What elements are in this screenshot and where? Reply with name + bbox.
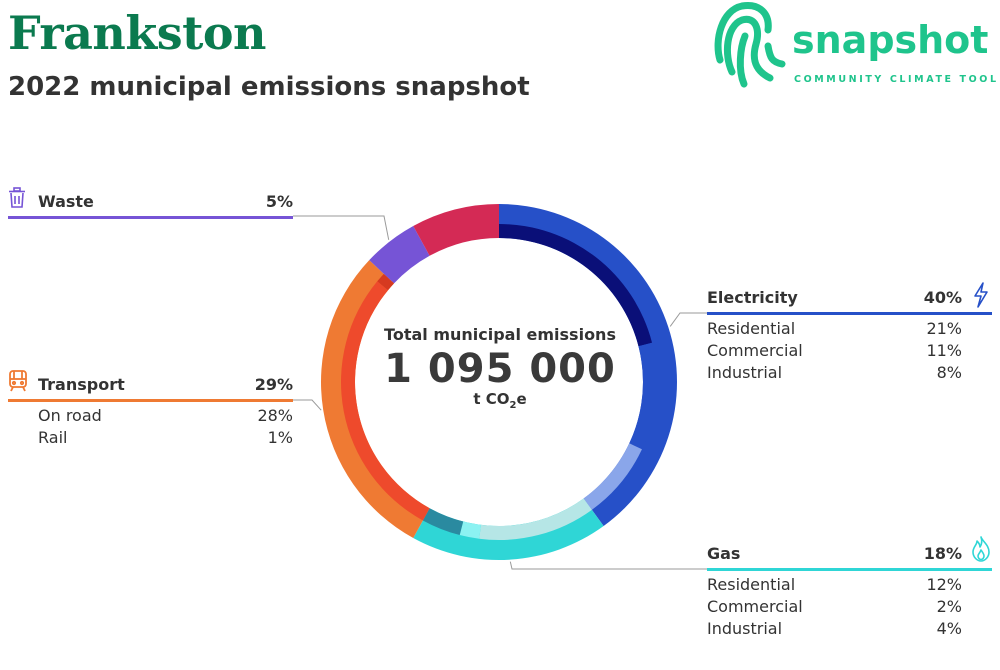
donut-slice-waste (369, 226, 430, 284)
flame-icon (972, 536, 990, 562)
waste-pct: 5% (265, 192, 293, 211)
donut-subslice-gas-industrial (422, 508, 464, 536)
total-emissions-center: Total municipal emissions 1 095 000 t CO… (370, 325, 630, 411)
waste-header: Waste 5% (8, 190, 293, 219)
total-unit: t CO2e (473, 390, 527, 411)
waste-block: Waste 5% (8, 187, 293, 219)
lightning-icon (974, 282, 988, 308)
electricity-row-commercial: Commercial 11% (707, 341, 962, 360)
transport-row-onroad: On road 28% (38, 406, 293, 425)
total-label: Total municipal emissions (384, 325, 616, 344)
donut-slice-segment-5 (413, 204, 499, 256)
waste-name: Waste (38, 192, 94, 211)
gas-row-commercial: Commercial 2% (707, 597, 962, 616)
leader-line-waste (293, 215, 390, 240)
gas-name: Gas (707, 544, 741, 563)
logo-tagline: COMMUNITY CLIMATE TOOL (794, 74, 999, 85)
leader-line-transport (293, 399, 322, 411)
gas-header: Gas 18% (707, 542, 992, 571)
electricity-row-industrial: Industrial 8% (707, 363, 962, 382)
electricity-name: Electricity (707, 288, 798, 307)
donut-subslice-transport-on-road (341, 281, 430, 521)
donut-subslice-gas-residential (479, 498, 592, 540)
logo-wordmark: snapshot (792, 18, 989, 62)
transport-name: Transport (38, 375, 125, 394)
total-value: 1 095 000 (384, 346, 616, 392)
leader-line-electricity (669, 312, 707, 327)
gas-pct: 18% (923, 544, 962, 563)
electricity-block: Electricity 40% Residential 21% Commerci… (707, 282, 992, 382)
gas-row-residential: Residential 12% (707, 575, 962, 594)
donut-slice-transport (321, 260, 430, 538)
page-subtitle: 2022 municipal emissions snapshot (8, 72, 530, 102)
donut-subslice-electricity-commercial (629, 342, 657, 450)
bin-icon (9, 187, 25, 208)
electricity-row-residential: Residential 21% (707, 319, 962, 338)
electricity-pct: 40% (923, 288, 962, 307)
donut-subslice-gas-commercial (459, 521, 481, 539)
donut-subslice-electricity-industrial (583, 443, 642, 510)
transport-row-rail: Rail 1% (38, 428, 293, 447)
transport-header: Transport 29% (8, 373, 293, 402)
leader-line-gas (509, 561, 707, 570)
electricity-header: Electricity 40% (707, 286, 992, 315)
train-icon (9, 370, 27, 392)
fingerprint-logo-icon (714, 2, 786, 88)
transport-block: Transport 29% On road 28% Rail 1% (8, 370, 293, 447)
gas-row-industrial: Industrial 4% (707, 619, 962, 638)
snapshot-logo: snapshot COMMUNITY CLIMATE TOOL (712, 0, 1000, 92)
transport-pct: 29% (254, 375, 293, 394)
page-title: Frankston (8, 6, 266, 60)
donut-subslice-electricity-residential (499, 224, 653, 347)
gas-block: Gas 18% Residential 12% Commercial 2% In… (707, 536, 992, 638)
donut-subslice-transport-rail (377, 273, 395, 291)
